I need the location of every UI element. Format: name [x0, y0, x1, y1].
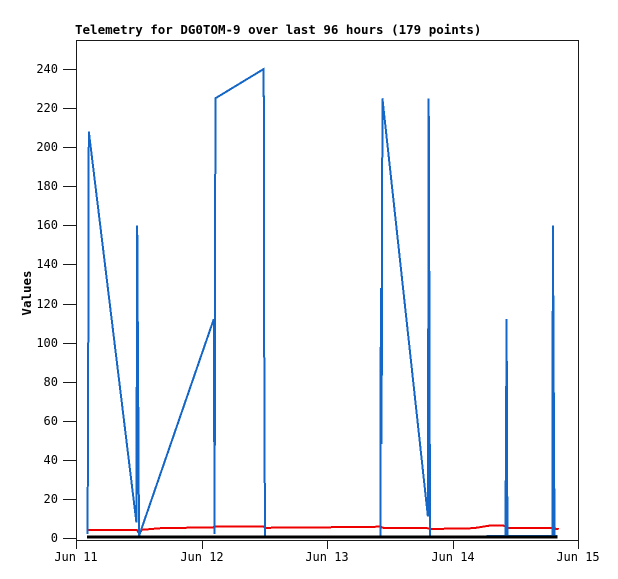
y-axis-label: Values	[19, 270, 34, 315]
y-tick-label: 160	[36, 218, 58, 232]
y-tick-label: 0	[51, 531, 58, 545]
series-line-telemetry-channel-blue	[86, 67, 558, 539]
y-tick-label: 40	[44, 453, 58, 467]
chart-title: Telemetry for DG0TOM-9 over last 96 hour…	[75, 22, 481, 37]
plot-area: 0 20 40 60 80 100 120 140 160 180 200 220 240 Jun 11 J…	[36, 40, 600, 564]
plot-border	[76, 40, 579, 541]
x-tick-label: Jun 15	[556, 550, 599, 564]
y-tick-label: 140	[36, 257, 58, 271]
y-tick-label: 100	[36, 336, 58, 350]
y-tick-label: 120	[36, 297, 58, 311]
x-tick-label: Jun 11	[54, 550, 97, 564]
x-tick-label: Jun 13	[305, 550, 348, 564]
series-line-telemetry-channel-red	[88, 524, 559, 536]
y-tick-label: 60	[44, 414, 58, 428]
y-tick-label: 200	[36, 140, 58, 154]
y-tick-label: 220	[36, 101, 58, 115]
x-tick-label: Jun 12	[180, 550, 223, 564]
y-tick-label: 80	[44, 375, 58, 389]
y-tick-label: 180	[36, 179, 58, 193]
y-tick-label: 240	[36, 62, 58, 76]
x-tick-label: Jun 14	[431, 550, 474, 564]
y-tick-label: 20	[44, 492, 58, 506]
